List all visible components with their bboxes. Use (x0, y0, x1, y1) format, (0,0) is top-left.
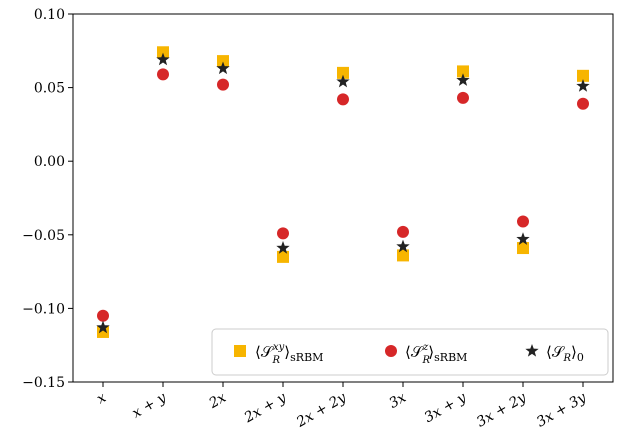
x-tick-label: x + y (129, 389, 169, 422)
data-points (96, 46, 590, 338)
y-tick-label: 0.00 (34, 154, 65, 170)
x-tick-label: 3x + 3y (534, 389, 590, 431)
point-s0-0 (96, 320, 110, 334)
legend-marker-sz (385, 345, 397, 357)
point-sz-0 (97, 309, 109, 322)
point-s0-6 (456, 73, 470, 86)
y-tick-label: −0.15 (22, 375, 65, 391)
point-sxy-3 (277, 250, 289, 263)
point-sxy-5 (397, 249, 409, 262)
legend-label-sz: ⟨𝒮 (405, 343, 424, 361)
x-axis: x x + y 2x 2x + y 2x + 2y 3x 3x + y 3x + 2y 3x +… (94, 382, 590, 431)
x-tick-label: 3x + 2y (474, 389, 530, 431)
point-sz-8 (577, 97, 589, 110)
point-sz-5 (397, 225, 409, 238)
point-sxy-1 (157, 46, 169, 59)
point-s0-3 (276, 241, 290, 254)
svg-text:⟨𝒮Rz⟩sRBM: ⟨𝒮Rz⟩sRBM (405, 342, 467, 366)
svg-text:⟨𝒮Rxy⟩sRBM: ⟨𝒮Rxy⟩sRBM (255, 342, 323, 366)
point-sxy-0 (97, 325, 109, 338)
point-sz-1 (157, 68, 169, 81)
point-sxy-2 (217, 55, 229, 68)
point-sxy-6 (457, 65, 469, 78)
x-tick-label: 2x + y (241, 389, 290, 427)
point-s0-4 (336, 74, 350, 88)
x-tick-label: x (94, 390, 109, 408)
y-tick-label: 0.05 (34, 81, 65, 97)
point-s0-5 (396, 239, 410, 253)
x-tick-label: 3x (386, 390, 409, 412)
legend-label-sxy: ⟨𝒮 (255, 343, 274, 361)
x-tick-label: 2x + 2y (293, 389, 350, 431)
y-axis: 0.10 0.05 0.00 −0.05 −0.10 −0.15 (22, 7, 73, 391)
legend-label-s0: ⟨𝒮 (546, 343, 565, 361)
point-sxy-8 (577, 69, 589, 82)
point-sz-6 (457, 91, 469, 104)
y-tick-label: −0.10 (22, 301, 65, 317)
x-tick-label: 2x (206, 390, 230, 413)
x-tick-label: 3x + y (422, 389, 470, 426)
point-s0-7 (516, 232, 530, 245)
y-tick-label: −0.05 (22, 228, 65, 244)
point-s0-8 (576, 79, 590, 92)
point-sz-7 (517, 215, 529, 228)
point-sxy-4 (337, 66, 349, 79)
point-sz-2 (217, 78, 229, 91)
point-sz-4 (337, 93, 349, 106)
legend-marker-sxy (234, 345, 246, 357)
point-sxy-7 (517, 242, 529, 255)
y-tick-label: 0.10 (34, 7, 65, 23)
point-s0-2 (216, 61, 230, 75)
point-sz-3 (277, 227, 289, 240)
legend: ⟨𝒮Rxy⟩sRBM ⟨𝒮Rz⟩sRBM ⟨𝒮R⟩0 (211, 328, 609, 376)
svg-text:⟨𝒮R⟩0: ⟨𝒮R⟩0 (546, 343, 584, 364)
point-s0-1 (156, 52, 170, 66)
legend-marker-s0 (525, 344, 539, 357)
legend-box (211, 328, 609, 376)
